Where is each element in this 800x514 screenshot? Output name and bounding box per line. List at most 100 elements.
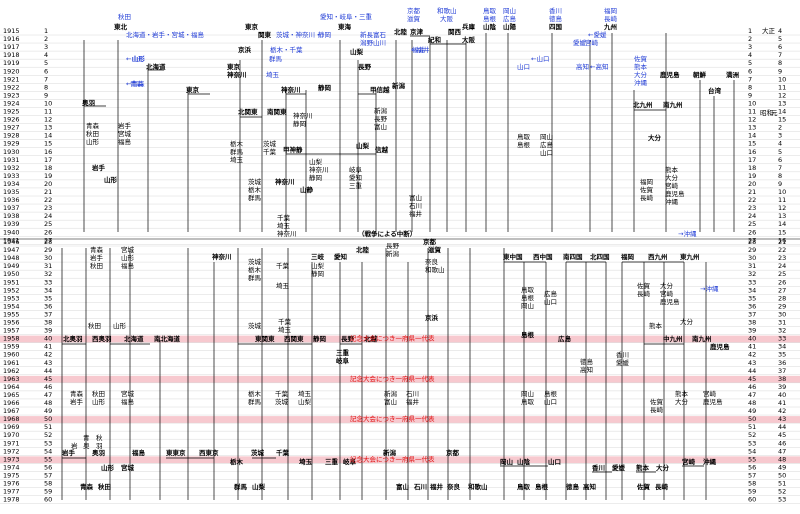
edition-number: 14 — [44, 132, 52, 140]
prefecture-name: 岡山 — [521, 389, 534, 398]
top-label: 岩手 — [91, 163, 106, 172]
year-label: 1938 — [3, 212, 20, 220]
top-label: 京浜 — [238, 45, 252, 54]
bottom-label: 青森 — [80, 482, 94, 491]
year-label: 1922 — [3, 83, 20, 91]
era-year: 12 — [778, 204, 786, 212]
edition-number: 9 — [44, 91, 48, 99]
top-label: 山陽 — [503, 22, 517, 31]
prefecture-name: 和歌山 — [425, 265, 445, 274]
bottom-label: 埼玉 — [299, 457, 313, 466]
year-label: 1946 — [3, 238, 20, 246]
year-label: 1978 — [3, 496, 20, 504]
prefecture-name: 鹿児島 — [665, 189, 685, 198]
memorial-note: 記念大会につき一府県一代表 — [350, 374, 435, 383]
bottom-label: 福岡 — [620, 252, 635, 261]
bottom-label: 京浜 — [425, 313, 439, 322]
edition-number-right: 54 — [748, 447, 756, 455]
era-year: 9 — [778, 67, 782, 75]
bottom-label: 秋田 — [98, 482, 112, 491]
top-label: 愛媛 — [573, 38, 587, 47]
year-label: 1951 — [3, 278, 20, 286]
year-label: 1954 — [3, 302, 20, 310]
bottom-label: 高知 — [583, 482, 597, 491]
year-label: 1968 — [3, 415, 20, 423]
edition-number-right: 50 — [748, 415, 756, 423]
era-year: 11 — [778, 196, 786, 204]
prefecture-name: 埼玉 — [230, 155, 244, 164]
top-label: 神奈川 — [275, 177, 295, 186]
edition-number: 26 — [44, 228, 52, 236]
prefecture-name: 山形 — [86, 137, 100, 146]
top-label: 徳島 — [549, 14, 563, 23]
era-year: 4 — [778, 27, 782, 35]
prefecture-name: 福島 — [121, 261, 135, 270]
edition-number: 51 — [44, 423, 52, 431]
top-label: 信越 — [375, 145, 389, 154]
edition-number-right: 41 — [748, 343, 756, 351]
edition-number: 20 — [44, 180, 52, 188]
prefecture-name: 愛知 — [349, 173, 362, 182]
bottom-label: 東九州 — [680, 252, 700, 261]
prefecture-name: 羽 — [96, 442, 103, 450]
prefecture-name: 大分 — [675, 397, 689, 406]
edition-number: 4 — [44, 51, 48, 59]
top-label: 四国 — [549, 22, 563, 31]
prefecture-name: 福島 — [118, 137, 132, 146]
bottom-label: 岐阜 — [336, 356, 350, 365]
edition-number: 22 — [44, 196, 52, 204]
prefecture-name: 群馬 — [248, 397, 262, 406]
era-year: 23 — [778, 254, 786, 262]
prefecture-name: 長崎 — [640, 193, 654, 202]
edition-number-right: 25 — [748, 220, 756, 228]
top-label: 広島 — [503, 14, 517, 23]
year-label: 1935 — [3, 188, 20, 196]
prefecture-name: 長野 — [386, 242, 400, 250]
prefecture-name: 山梨 — [309, 157, 323, 166]
bottom-label: 北越 — [364, 334, 378, 343]
prefecture-name: 宮崎 — [703, 389, 717, 398]
bottom-label: 奈良 — [446, 482, 461, 491]
edition-number: 60 — [44, 496, 52, 504]
prefecture-name: 千葉 — [275, 389, 289, 398]
edition-number: 54 — [44, 447, 52, 455]
top-label: 大阪 — [462, 35, 476, 44]
bottom-label: 富山 — [396, 482, 409, 491]
edition-number-right: 15 — [748, 140, 756, 148]
top-label: 高知 — [576, 62, 589, 71]
top-label: 鹿児島 — [660, 70, 680, 79]
prefecture-name: 長崎 — [650, 405, 664, 414]
bottom-label: 滋賀 — [428, 245, 442, 254]
year-label: 1923 — [3, 91, 20, 99]
bottom-label: 宮城 — [121, 463, 135, 472]
edition-number-right: 12 — [748, 116, 756, 124]
prefecture-name: 茨城 — [248, 257, 262, 266]
bottom-label: 鳥取 — [517, 482, 531, 491]
edition-number-right: 19 — [748, 172, 756, 180]
prefecture-name: 神奈川 — [293, 111, 313, 120]
year-label: 1917 — [3, 43, 20, 51]
top-label: 長野 — [358, 62, 372, 71]
edition-number: 13 — [44, 124, 52, 132]
prefecture-name: 千葉 — [278, 317, 292, 326]
era-year: 26 — [778, 278, 786, 286]
edition-number: 59 — [44, 488, 52, 496]
added-prefecture-note: ←高知 — [590, 62, 608, 71]
era-year: 49 — [778, 463, 786, 471]
era-year: 15 — [778, 116, 786, 124]
prefecture-name: 佐賀 — [650, 397, 664, 406]
year-label: 1953 — [3, 294, 20, 302]
edition-number: 35 — [44, 294, 52, 302]
edition-number: 24 — [44, 212, 52, 220]
edition-number-right: 47 — [748, 391, 756, 399]
edition-number: 19 — [44, 172, 52, 180]
edition-number: 16 — [44, 148, 52, 156]
prefecture-name: 青森 — [90, 245, 104, 254]
year-label: 1948 — [3, 254, 20, 262]
bottom-label: 西東京 — [199, 448, 219, 457]
edition-number: 31 — [44, 262, 52, 270]
edition-number-right: 51 — [748, 423, 756, 431]
year-label: 1933 — [3, 172, 20, 180]
era-year: 6 — [778, 43, 782, 51]
